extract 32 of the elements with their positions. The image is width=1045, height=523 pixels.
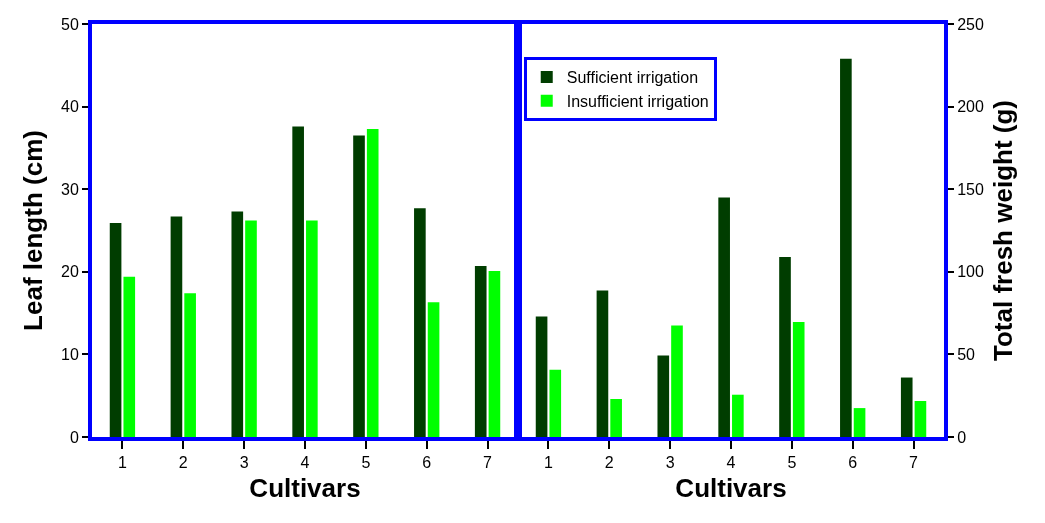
y-tick-label: 40 — [61, 98, 79, 116]
x-tick-label: 2 — [604, 454, 614, 472]
y2-tick-label: 50 — [957, 346, 976, 363]
x-tick-label: 7 — [483, 454, 493, 472]
x-axis-title: Cultivars — [675, 473, 787, 504]
x-tick-label: 7 — [909, 454, 919, 472]
x-tick-label: 3 — [665, 454, 675, 472]
x-tick-label: 1 — [543, 454, 553, 472]
y-tick-label: 0 — [69, 428, 79, 446]
y2-axis-title: Total fresh weight (g) — [988, 100, 1019, 361]
y-tick-label: 20 — [61, 263, 79, 281]
y2-tick-label: 200 — [957, 98, 984, 116]
legend-label: Sufficient irrigation — [566, 69, 699, 87]
x-tick-label: 4 — [726, 454, 736, 472]
y2-tick-label: 100 — [957, 263, 984, 281]
y2-tick-label: 150 — [957, 180, 984, 198]
y-axis-title: Leaf length (cm) — [17, 130, 48, 331]
x-tick-label: 6 — [848, 454, 858, 472]
y-tick-label: 10 — [61, 346, 79, 363]
x-tick-label: 4 — [300, 454, 310, 472]
x-tick-label: 3 — [239, 454, 249, 472]
x-tick-label: 2 — [178, 454, 188, 472]
x-tick-label: 6 — [422, 454, 432, 472]
y-tick-label: 30 — [61, 180, 79, 198]
y2-tick-label: 250 — [957, 15, 984, 33]
x-tick-label: 5 — [787, 454, 797, 472]
y2-tick-label: 0 — [957, 428, 967, 446]
x-tick-label: 5 — [361, 454, 371, 472]
x-tick-label: 1 — [117, 454, 127, 472]
y-tick-label: 50 — [61, 15, 79, 33]
x-axis-title: Cultivars — [249, 473, 361, 504]
legend-label: Insufficient irrigation — [566, 92, 709, 110]
